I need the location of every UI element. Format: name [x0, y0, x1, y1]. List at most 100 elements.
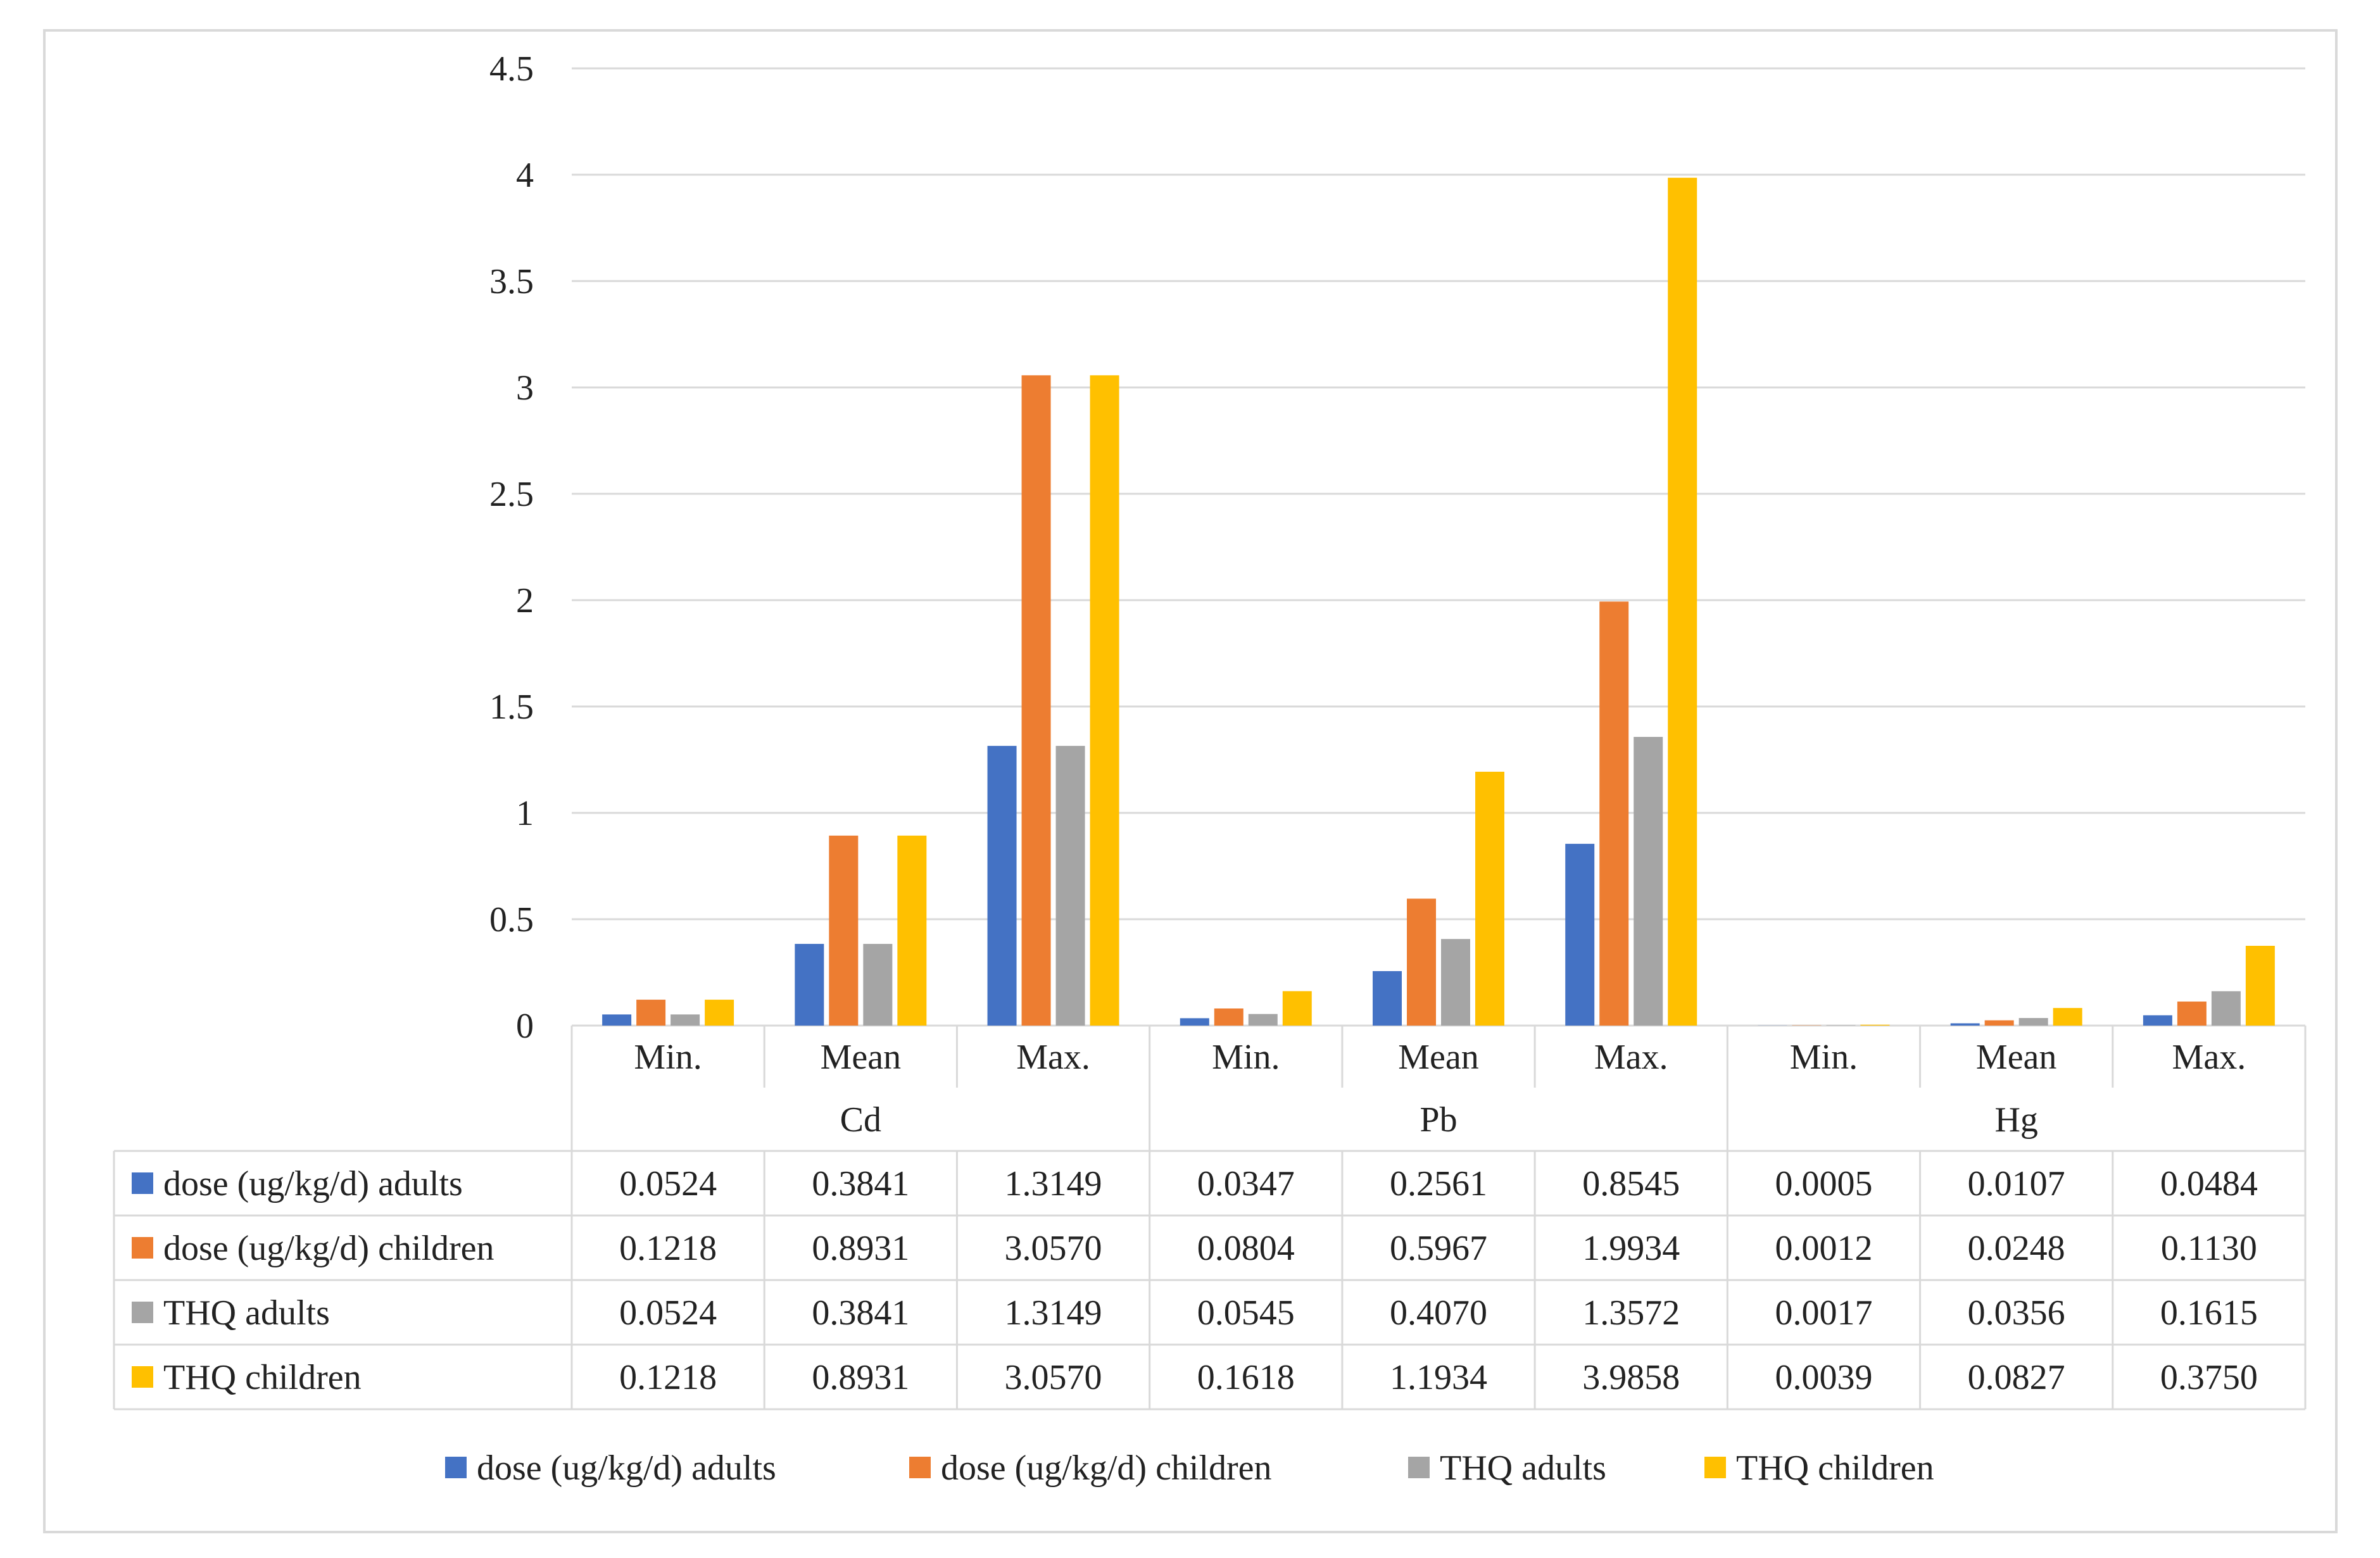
- bar: [1668, 177, 1697, 1026]
- bar: [1373, 971, 1402, 1026]
- y-tick-label: 0: [516, 1007, 534, 1046]
- table-legend-key: [132, 1366, 153, 1388]
- bars: [602, 177, 2275, 1026]
- bar: [602, 1014, 632, 1026]
- bar: [705, 1000, 734, 1026]
- y-tick-label: 1: [516, 794, 534, 833]
- table-cell: 1.9934: [1582, 1229, 1680, 1268]
- category-label: Max.: [1594, 1038, 1668, 1077]
- legend-label: THQ adults: [1440, 1448, 1606, 1488]
- bar: [1634, 736, 1663, 1026]
- y-tick-label: 1.5: [489, 688, 534, 727]
- y-tick-label: 3: [516, 368, 534, 408]
- bar: [829, 835, 859, 1026]
- category-label: Min.: [1790, 1038, 1858, 1077]
- bar: [1860, 1024, 1890, 1026]
- y-tick-label: 2.5: [489, 475, 534, 514]
- table-cell: 0.0248: [1968, 1229, 2065, 1268]
- legend-label: THQ children: [1736, 1448, 1934, 1488]
- legend-label: dose (ug/kg/d) children: [941, 1448, 1272, 1488]
- y-tick-label: 0.5: [489, 900, 534, 939]
- bar: [1407, 898, 1436, 1026]
- bar: [2053, 1008, 2082, 1026]
- table-cell: 3.0570: [1005, 1229, 1102, 1268]
- table-cell: 0.1218: [619, 1229, 717, 1268]
- table-cell: 0.4070: [1390, 1293, 1487, 1333]
- table-cell: 0.3841: [812, 1164, 909, 1203]
- bar: [1950, 1023, 1980, 1026]
- table-cell: 0.0827: [1968, 1358, 2065, 1397]
- bar: [671, 1014, 700, 1026]
- bar: [2143, 1015, 2172, 1026]
- table-legend-key: [132, 1302, 153, 1323]
- bar: [1599, 601, 1629, 1026]
- table-cell: 0.1130: [2161, 1229, 2257, 1268]
- table-cell: 0.8931: [812, 1229, 909, 1268]
- gridlines: [572, 67, 2305, 1027]
- category-label: Max.: [1016, 1038, 1090, 1077]
- bar: [1441, 939, 1470, 1026]
- bar: [636, 1000, 666, 1026]
- legend-key: [1408, 1457, 1430, 1478]
- y-tick-label: 2: [516, 581, 534, 620]
- bar: [1214, 1008, 1244, 1026]
- bar: [1055, 746, 1085, 1026]
- chart-border: [43, 29, 2338, 1533]
- table-legend-key: [132, 1172, 153, 1194]
- y-tick-label: 4.5: [489, 49, 534, 89]
- table-cell: 0.0524: [619, 1293, 717, 1333]
- bar: [863, 943, 893, 1026]
- table-cell: 0.1615: [2160, 1293, 2258, 1333]
- table-cell: 0.0545: [1197, 1293, 1295, 1333]
- bar: [1180, 1018, 1209, 1026]
- bar: [2211, 991, 2241, 1026]
- category-label: Mean: [821, 1038, 902, 1077]
- bar: [1565, 843, 1595, 1026]
- legend-label: dose (ug/kg/d) adults: [477, 1448, 776, 1488]
- table-cell: 0.2561: [1390, 1164, 1487, 1203]
- group-label: Hg: [1994, 1100, 2037, 1140]
- table-series-label: THQ children: [163, 1358, 362, 1397]
- table-series-label: dose (ug/kg/d) adults: [163, 1164, 463, 1203]
- y-tick-label: 3.5: [489, 262, 534, 301]
- bar: [1090, 375, 1119, 1026]
- category-label: Min.: [1212, 1038, 1280, 1077]
- y-tick-label: 4: [516, 156, 534, 195]
- table-series-label: dose (ug/kg/d) children: [163, 1229, 494, 1268]
- bar: [1021, 375, 1051, 1026]
- table-cell: 0.8931: [812, 1358, 909, 1397]
- bar: [795, 943, 824, 1026]
- bar: [2018, 1018, 2048, 1026]
- table-cell: 1.3149: [1005, 1164, 1102, 1203]
- bar: [1475, 772, 1504, 1026]
- table-cell: 1.1934: [1390, 1358, 1487, 1397]
- legend-key: [445, 1457, 467, 1478]
- bar: [2245, 946, 2275, 1026]
- bar: [1282, 991, 1312, 1026]
- data-table: Cd Min. Mean Max. Pb Min. Mean Max. Hg Min. Mean Ma…: [113, 1026, 2307, 1410]
- table-cell: 0.0524: [619, 1164, 717, 1203]
- table-cell: 0.1618: [1197, 1358, 1295, 1397]
- table-cell: 0.0356: [1968, 1293, 2065, 1333]
- table-cell: 0.0039: [1775, 1358, 1872, 1397]
- category-label: Mean: [1976, 1038, 2057, 1077]
- table-cell: 1.3149: [1005, 1293, 1102, 1333]
- bar: [1984, 1020, 2014, 1026]
- category-label: Min.: [634, 1038, 702, 1077]
- table-cell: 0.0804: [1197, 1229, 1295, 1268]
- table-cell: 1.3572: [1582, 1293, 1680, 1333]
- table-cell: 3.0570: [1005, 1358, 1102, 1397]
- table-cell: 0.3750: [2160, 1358, 2258, 1397]
- table-cell: 3.9858: [1582, 1358, 1680, 1397]
- table-legend-key: [132, 1237, 153, 1259]
- bar: [2177, 1002, 2207, 1026]
- bar: [1248, 1014, 1278, 1026]
- table-cell: 0.0347: [1197, 1164, 1295, 1203]
- table-cell: 0.1218: [619, 1358, 717, 1397]
- legend-key: [909, 1457, 931, 1478]
- group-label: Pb: [1420, 1100, 1457, 1140]
- bar: [1826, 1025, 1856, 1026]
- table-cell: 0.0005: [1775, 1164, 1872, 1203]
